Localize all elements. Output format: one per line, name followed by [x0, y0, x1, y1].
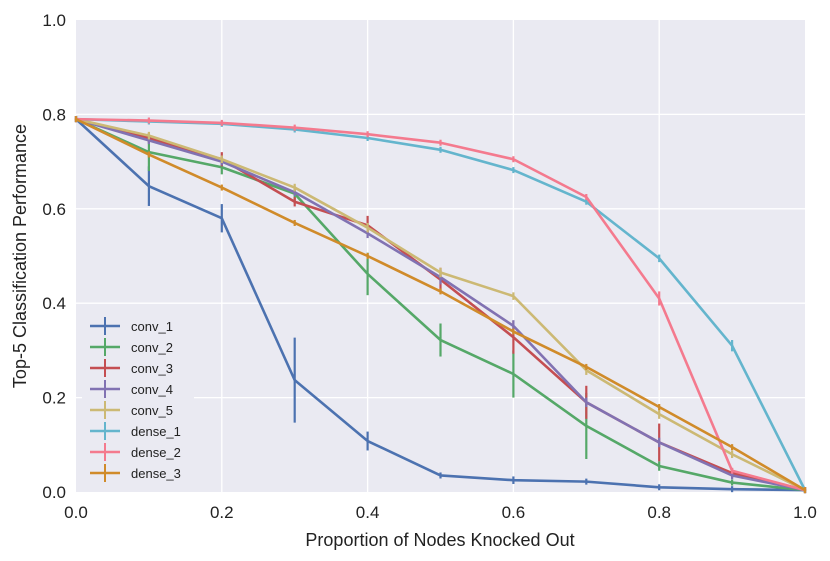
- x-tick-label: 0.8: [647, 503, 671, 522]
- legend-item-conv_1: conv_1: [90, 317, 173, 335]
- legend-box: [82, 314, 194, 486]
- legend-item-dense_2: dense_2: [90, 443, 181, 461]
- legend-item-conv_4: conv_4: [90, 380, 173, 398]
- x-axis-ticks: 0.0 0.2 0.4 0.6 0.8 1.0: [64, 503, 817, 522]
- x-tick-label: 0.0: [64, 503, 88, 522]
- legend-item-dense_3: dense_3: [90, 464, 181, 482]
- y-tick-label: 1.0: [42, 11, 66, 30]
- y-tick-label: 0.2: [42, 389, 66, 408]
- x-tick-label: 0.4: [356, 503, 380, 522]
- legend-label: conv_1: [131, 319, 173, 334]
- legend-item-dense_1: dense_1: [90, 422, 181, 440]
- legend-label: conv_2: [131, 340, 173, 355]
- legend-label: conv_5: [131, 403, 173, 418]
- legend-item-conv_3: conv_3: [90, 359, 173, 377]
- y-tick-label: 0.0: [42, 483, 66, 502]
- legend-item-conv_2: conv_2: [90, 338, 173, 356]
- x-tick-label: 0.6: [502, 503, 526, 522]
- x-tick-label: 0.2: [210, 503, 234, 522]
- y-axis-label: Top-5 Classification Performance: [10, 124, 30, 388]
- legend-label: conv_3: [131, 361, 173, 376]
- x-axis-label: Proportion of Nodes Knocked Out: [305, 530, 574, 550]
- legend-label: dense_2: [131, 445, 181, 460]
- plot-background: [76, 20, 805, 492]
- series-layer: [74, 116, 807, 494]
- legend: conv_1 conv_2 conv_3 conv_4 conv_5 dense_1den…: [82, 314, 194, 486]
- legend-label: dense_1: [131, 424, 181, 439]
- legend-label: conv_4: [131, 382, 173, 397]
- series-dense_3: [74, 116, 807, 494]
- y-tick-label: 0.4: [42, 294, 66, 313]
- x-tick-label: 1.0: [793, 503, 817, 522]
- y-axis-ticks: 0.0 0.2 0.4 0.6 0.8 1.0: [42, 11, 66, 502]
- y-tick-label: 0.8: [42, 105, 66, 124]
- legend-label: dense_3: [131, 466, 181, 481]
- y-tick-label: 0.6: [42, 200, 66, 219]
- legend-item-conv_5: conv_5: [90, 401, 173, 419]
